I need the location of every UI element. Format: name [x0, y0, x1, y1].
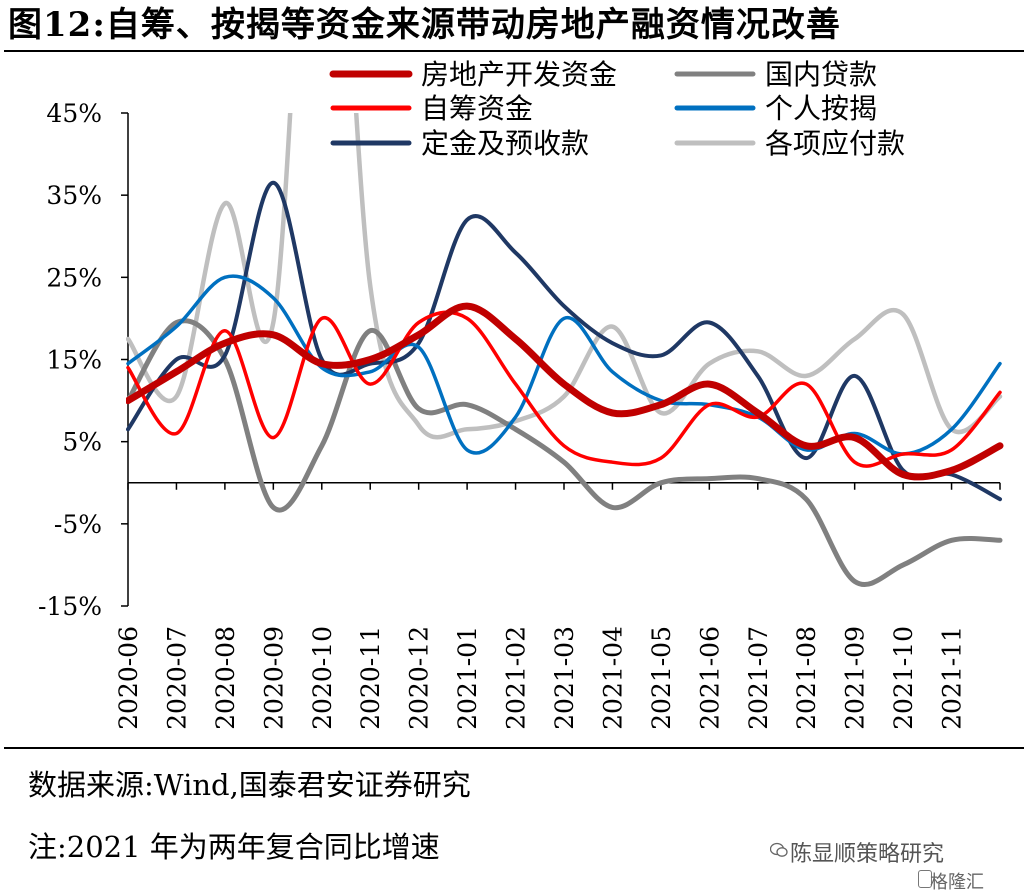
legend-label: 房地产开发资金 — [421, 58, 617, 91]
x-tick-label: 2020-10 — [308, 626, 337, 730]
series-line-3 — [126, 274, 1002, 456]
series-line-2 — [126, 310, 1002, 468]
y-tick-label: 25% — [46, 263, 102, 292]
x-tick-label: 2021-02 — [502, 626, 531, 730]
y-tick-label: -15% — [38, 592, 102, 621]
logo-text: 格隆汇 — [930, 872, 984, 893]
x-tick-label: 2021-05 — [647, 626, 676, 730]
line-chart: 45% 35% 25% 15% 5% -5% -15% 2020-06 2020-07 2020-… — [38, 58, 1004, 730]
x-tick-label: 2020-06 — [114, 626, 143, 730]
x-tick-label: 2021-10 — [889, 626, 918, 730]
legend-label: 个人按揭 — [765, 92, 877, 125]
watermark-text: 陈显顺策略研究 — [790, 842, 945, 867]
x-tick-label: 2020-07 — [162, 626, 191, 730]
bottom-rule — [4, 747, 1024, 749]
y-tick-label: 5% — [62, 428, 102, 457]
legend-label: 各项应付款 — [765, 127, 905, 160]
y-tick-label: -5% — [54, 510, 102, 539]
legend-label: 自筹资金 — [421, 92, 533, 125]
x-tick-label: 2020-12 — [405, 626, 434, 730]
x-tick-label: 2021-03 — [550, 626, 579, 730]
y-tick-label: 45% — [46, 99, 102, 128]
top-rule — [4, 50, 1024, 52]
x-tick-label: 2021-04 — [598, 626, 627, 730]
x-tick-label: 2020-09 — [259, 626, 288, 730]
legend-label: 定金及预收款 — [421, 127, 589, 160]
series-group — [126, 113, 1004, 587]
x-tick-label: 2021-07 — [744, 626, 773, 730]
wechat-icon — [770, 842, 788, 857]
x-tick-label: 2021-06 — [695, 626, 724, 730]
series-line-5 — [126, 113, 1003, 440]
x-tick-label: 2020-08 — [211, 626, 240, 730]
legend-label: 国内贷款 — [765, 58, 877, 91]
series-line-0 — [126, 302, 1004, 481]
y-tick-label: 15% — [46, 346, 102, 375]
x-tick-label: 2021-11 — [938, 626, 967, 730]
source-note: 数据来源:Wind,国泰君安证券研究 — [28, 768, 471, 802]
x-tick-label: 2021-09 — [841, 626, 870, 730]
logo-icon — [918, 870, 932, 888]
y-tick-label: 35% — [46, 181, 102, 210]
x-tick-label: 2021-08 — [792, 626, 821, 730]
x-tick-label: 2020-11 — [356, 626, 385, 730]
footnote: 注:2021 年为两年复合同比增速 — [28, 830, 440, 864]
x-tick-label: 2021-01 — [453, 626, 482, 730]
figure-title: 图12:自筹、按揭等资金来源带动房地产融资情况改善 — [8, 5, 841, 45]
series-line-4 — [126, 180, 1002, 502]
series-line-1 — [126, 318, 1003, 587]
